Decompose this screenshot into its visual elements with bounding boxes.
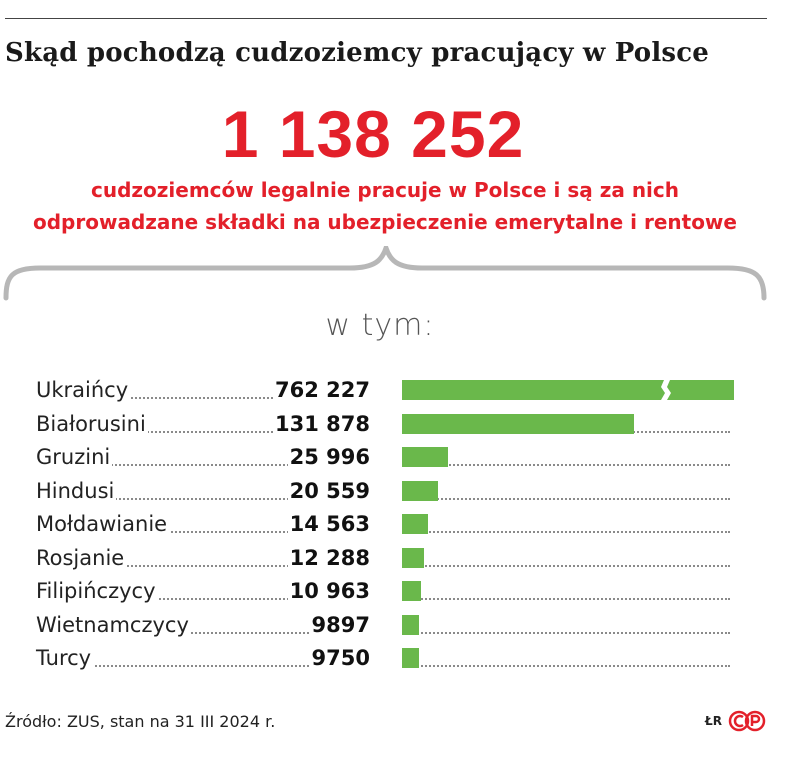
leader-dots (36, 665, 368, 667)
subtitle-line-2: odprowadzane składki na ubezpieczenie em… (33, 210, 737, 234)
category-label: Mołdawianie (36, 512, 170, 536)
value-label: 762 227 (273, 378, 370, 402)
bar-track-dots (402, 464, 730, 466)
category-label: Rosjanie (36, 545, 127, 570)
bar (402, 648, 420, 668)
bar-row: Ukraińcy 762 227 (36, 376, 736, 406)
bar (402, 581, 422, 601)
bar (402, 614, 420, 635)
bar-row: Wietnamczycy 9897 (36, 611, 736, 641)
category-label: Ukraińcy (36, 378, 131, 402)
bar-track-dots (402, 497, 730, 500)
bar-row: Rosjanie 12 288 (36, 544, 736, 574)
top-rule (5, 18, 767, 19)
value-label: 20 559 (287, 478, 370, 503)
category-label: Filipińczycy (36, 579, 158, 603)
bar (402, 480, 439, 501)
leader-dots (36, 531, 368, 533)
author-initials: ŁR (705, 714, 722, 728)
subtitle-line-1: cudzoziemców legalnie pracuje w Polsce i… (90, 178, 680, 202)
axis-break-mark (660, 380, 671, 400)
source-note: Źródło: ZUS, stan na 31 III 2024 r. (5, 712, 276, 731)
leader-dots (36, 397, 368, 399)
bar-row: Turcy 9750 (36, 644, 736, 674)
value-label: 14 563 (287, 512, 370, 536)
bar (402, 514, 428, 534)
bar (402, 380, 734, 400)
leader-dots (36, 598, 368, 600)
value-label: 9750 (309, 646, 370, 670)
leader-dots (36, 564, 368, 567)
bar-track-dots (402, 598, 730, 600)
total-number: 1 138 252 (221, 97, 525, 171)
bar-track-dots (402, 631, 730, 634)
category-label: Hindusi (36, 478, 117, 503)
value-label: 12 288 (287, 545, 370, 570)
leader-dots (36, 430, 368, 433)
value-label: 9897 (309, 612, 370, 637)
credits: ŁR (705, 710, 766, 732)
leader-dots (36, 497, 368, 500)
bar (402, 413, 634, 434)
value-label: 25 996 (287, 445, 370, 469)
bar (402, 547, 424, 568)
category-label: Białorusini (36, 411, 148, 436)
curly-brace-icon (3, 246, 767, 301)
bar-row: Mołdawianie 14 563 (36, 510, 736, 540)
value-label: 10 963 (287, 579, 370, 603)
bar-row: Hindusi 20 559 (36, 477, 736, 507)
leader-dots (36, 464, 368, 466)
bar-track-dots (402, 564, 730, 567)
category-label: Wietnamczycy (36, 612, 191, 637)
bar-row: Filipińczycy 10 963 (36, 577, 736, 607)
chart-title: Skąd pochodzą cudzoziemcy pracujący w Po… (5, 38, 710, 68)
bar (402, 447, 448, 467)
bar-track-dots (402, 531, 730, 533)
bar-row: Białorusini 131 878 (36, 410, 736, 440)
category-label: Gruzini (36, 445, 113, 469)
value-label: 131 878 (273, 411, 370, 436)
category-label: Turcy (36, 646, 94, 670)
bar-row: Gruzini 25 996 (36, 443, 736, 473)
subheading: w tym: (325, 308, 435, 343)
bar-track-dots (402, 665, 730, 667)
leader-dots (36, 631, 368, 634)
subtitle: cudzoziemców legalnie pracuje w Polsce i… (0, 174, 770, 238)
publisher-logo-icon (728, 710, 766, 732)
